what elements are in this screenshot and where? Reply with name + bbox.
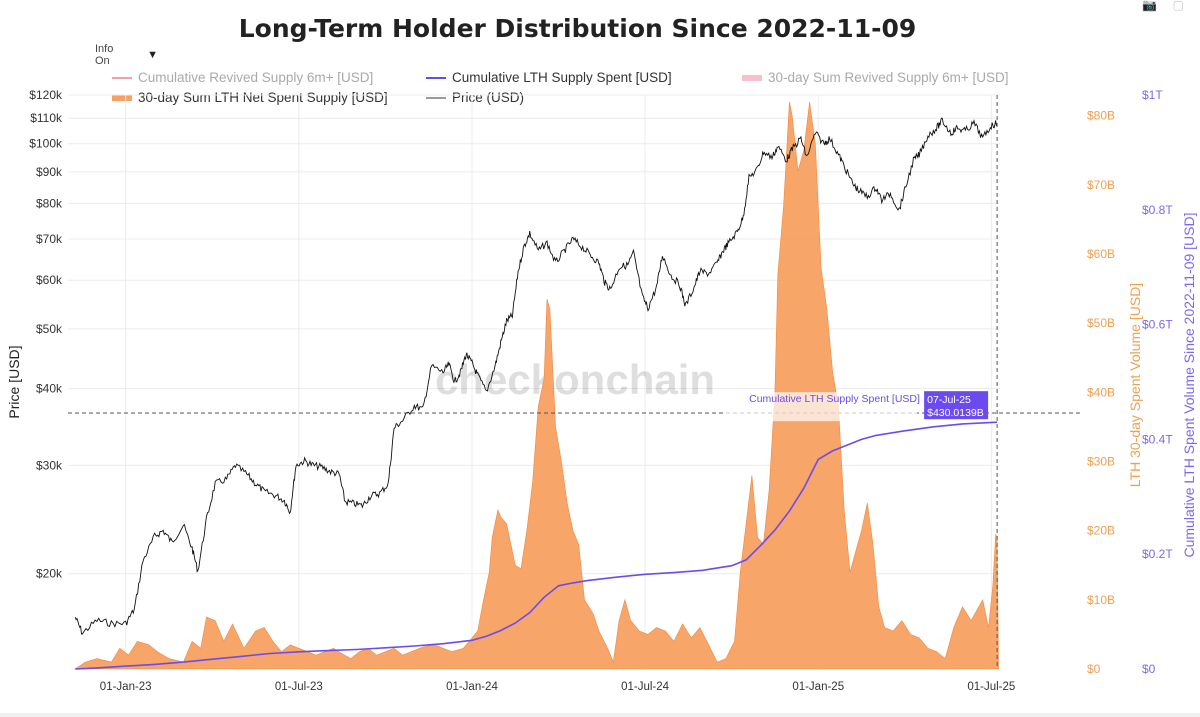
legend-label: Price (USD): [452, 90, 525, 105]
info-toggle-label: Info On: [95, 43, 114, 67]
y-right2-axis-title: Cumulative LTH Spent Volume Since 2022-1…: [1181, 213, 1197, 558]
x-tick-label: 01-Jul-23: [275, 681, 323, 693]
y-right1-tick-label: $10B: [1087, 593, 1115, 607]
hover-tooltip: Cumulative LTH Supply Spent [USD] 07-Jul-…: [725, 391, 989, 422]
y-right1-tick-label: $30B: [1087, 455, 1115, 469]
legend-label: Cumulative Revived Supply 6m+ [USD]: [138, 70, 374, 85]
y-left-tick-label: $40k: [36, 382, 63, 396]
legend-swatch-icon: [742, 74, 762, 81]
x-tick-label: 01-Jan-24: [446, 681, 498, 693]
y-left-tick-label: $90k: [36, 165, 63, 179]
y-left-tick-label: $70k: [36, 232, 63, 246]
cumulative-lth-line: [75, 421, 998, 670]
y-left-tick-label: $80k: [36, 196, 63, 210]
y-left-axis-title: Price [USD]: [6, 345, 22, 418]
y-right1-tick-label: $40B: [1087, 385, 1115, 399]
y-left-tick-label: $30k: [36, 458, 63, 472]
y-right1-tick-label: $20B: [1087, 524, 1115, 538]
legend-item-cumulative-lth[interactable]: Cumulative LTH Supply Spent [USD]: [426, 70, 672, 85]
y-right1-tick-label: $60B: [1087, 247, 1115, 261]
y-right2-tick-label: $0.6T: [1142, 318, 1173, 332]
y-left-tick-label: $60k: [36, 273, 63, 287]
hover-value: $430.0139B: [927, 407, 984, 419]
hover-value-box: [924, 391, 989, 420]
y-right2-tick-label: $1T: [1142, 88, 1163, 102]
legend-swatch-icon: [426, 96, 446, 99]
y-left-tick-label: $120k: [29, 88, 63, 102]
y-left-tick-label: $100k: [29, 137, 63, 151]
y-left-tick-label: $110k: [30, 111, 63, 125]
y-left-tick-label: $20k: [36, 567, 63, 581]
y-right2-tick-label: $0.8T: [1142, 203, 1173, 217]
y-right2-tick-label: $0: [1142, 662, 1156, 676]
hover-date: 07-Jul-25: [927, 394, 971, 406]
net-spent-area: [74, 101, 999, 670]
watermark-text: checkonchain: [435, 356, 715, 403]
x-tick-label: 01-Jan-25: [792, 681, 844, 693]
legend-label: 30-day Sum Revived Supply 6m+ [USD]: [768, 70, 1009, 85]
grid-lines: [68, 94, 1000, 669]
legend-label: 30-day Sum LTH Net Spent Supply [USD]: [138, 90, 388, 105]
legend-item-price[interactable]: Price (USD): [426, 90, 524, 105]
y-left-tick-label: $50k: [36, 322, 63, 336]
legend-item-revived-cumulative[interactable]: Cumulative Revived Supply 6m+ [USD]: [112, 70, 373, 85]
bottom-scrollbar[interactable]: [0, 713, 1200, 717]
y-right1-tick-label: $50B: [1087, 316, 1115, 330]
price-line: [74, 117, 998, 635]
cumulative-line-layer: [75, 421, 998, 670]
legend-item-net-spent[interactable]: 30-day Sum LTH Net Spent Supply [USD]: [112, 90, 388, 105]
x-tick-label: 01-Jul-24: [621, 681, 670, 693]
y-right1-tick-label: $80B: [1087, 109, 1115, 123]
y-right1-tick-label: $70B: [1087, 178, 1115, 192]
x-tick-label: 01-Jul-25: [967, 681, 1015, 693]
y-right1-tick-label: $0: [1087, 662, 1101, 676]
legend-swatch-icon: [112, 76, 132, 79]
y-right2-tick-label: $0.4T: [1142, 432, 1173, 446]
hover-label-bg: [725, 392, 918, 422]
info-toggle-button[interactable]: Info On ▼: [88, 43, 158, 67]
toolbar-icons[interactable]: 📷 ▢: [1142, 0, 1190, 12]
net-spent-area-layer: [74, 101, 999, 670]
legend-swatch-icon: [112, 94, 132, 101]
crosshair: [68, 95, 1083, 669]
price-line-layer: [74, 117, 998, 635]
y-right2-tick-label: $0.2T: [1142, 547, 1173, 561]
hover-series-label: Cumulative LTH Supply Spent [USD]: [749, 393, 920, 405]
y-right1-axis-title: LTH 30-day Spent Volume [USD]: [1127, 283, 1143, 487]
chevron-down-icon: ▼: [147, 49, 158, 61]
legend-swatch-icon: [426, 76, 446, 79]
x-tick-label: 01-Jan-23: [100, 681, 152, 693]
axes: 01-Jan-23 01-Jul-23 01-Jan-24 01-Jul-24 01-J…: [6, 88, 1197, 693]
legend-label: Cumulative LTH Supply Spent [USD]: [452, 70, 672, 85]
chart-title: Long-Term Holder Distribution Since 2022…: [238, 14, 917, 43]
legend-item-revived-30d[interactable]: 30-day Sum Revived Supply 6m+ [USD]: [742, 70, 1008, 85]
